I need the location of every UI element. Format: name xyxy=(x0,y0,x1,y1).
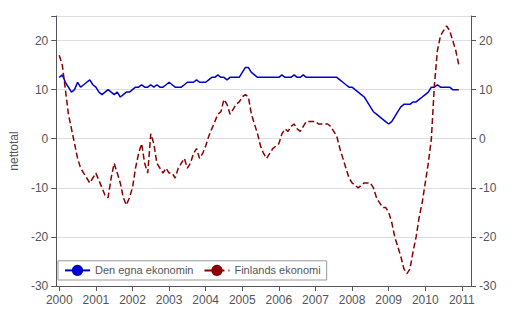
svg-text:-10: -10 xyxy=(31,181,49,195)
svg-text:2008: 2008 xyxy=(339,293,366,307)
svg-text:10: 10 xyxy=(479,83,493,97)
svg-text:2004: 2004 xyxy=(192,293,219,307)
svg-text:-20: -20 xyxy=(31,230,49,244)
svg-text:Den egna ekonomin: Den egna ekonomin xyxy=(95,264,193,276)
svg-text:10: 10 xyxy=(35,83,49,97)
svg-text:Finlands ekonomi: Finlands ekonomi xyxy=(234,264,320,276)
svg-text:-30: -30 xyxy=(31,279,49,293)
svg-text:2011: 2011 xyxy=(449,293,475,307)
svg-text:2001: 2001 xyxy=(83,293,110,307)
svg-text:20: 20 xyxy=(479,34,493,48)
svg-text:2006: 2006 xyxy=(266,293,293,307)
svg-text:2002: 2002 xyxy=(119,293,146,307)
svg-text:20: 20 xyxy=(35,34,49,48)
svg-text:2003: 2003 xyxy=(156,293,183,307)
svg-text:0: 0 xyxy=(42,132,49,146)
svg-text:2000: 2000 xyxy=(46,293,73,307)
svg-text:-10: -10 xyxy=(479,181,497,195)
svg-text:2010: 2010 xyxy=(412,293,439,307)
svg-text:-30: -30 xyxy=(479,279,497,293)
svg-text:0: 0 xyxy=(479,132,486,146)
svg-text:-20: -20 xyxy=(479,230,497,244)
svg-text:nettotal: nettotal xyxy=(7,131,21,170)
svg-text:2005: 2005 xyxy=(229,293,256,307)
svg-text:2009: 2009 xyxy=(375,293,402,307)
svg-text:2007: 2007 xyxy=(302,293,329,307)
